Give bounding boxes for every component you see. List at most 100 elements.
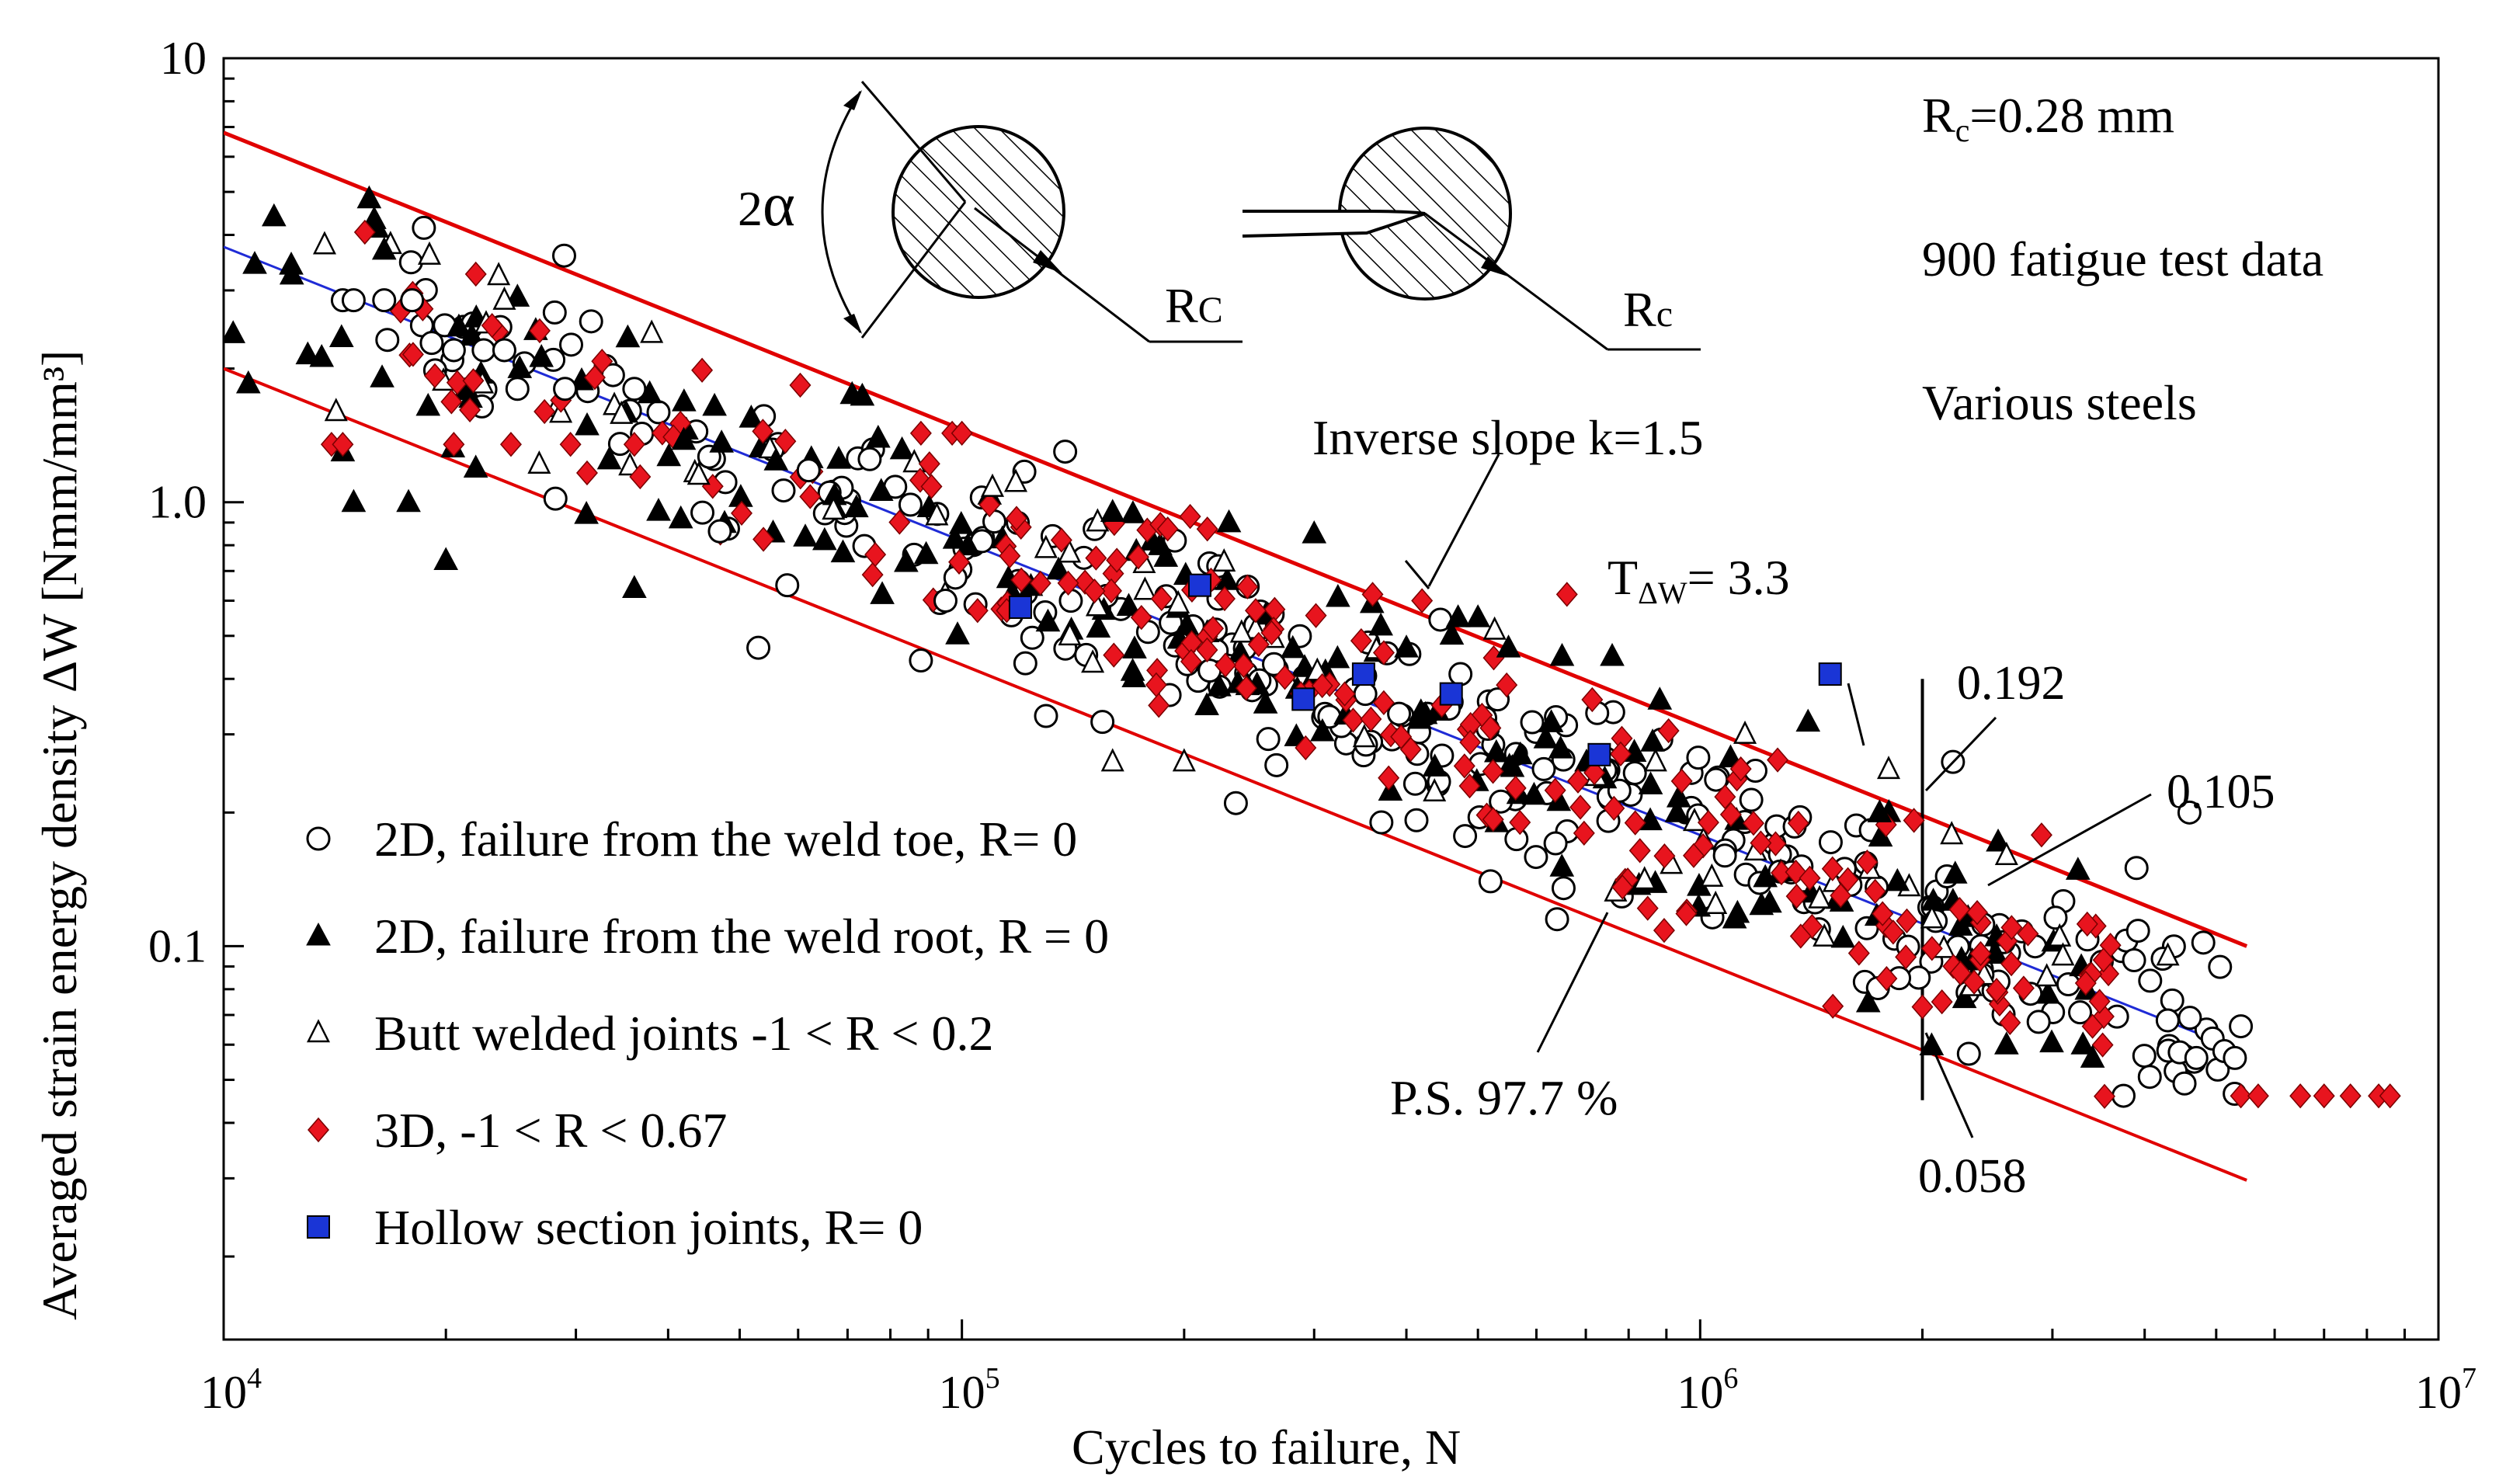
data-point — [398, 250, 423, 275]
data-point — [1729, 756, 1752, 782]
data-point — [1948, 912, 1973, 936]
data-point — [920, 474, 943, 499]
data-point — [1448, 662, 1473, 686]
data-point — [1628, 838, 1651, 864]
data-point — [1360, 706, 1382, 732]
data-point — [583, 365, 606, 391]
data-point — [1310, 718, 1335, 742]
data-point — [1496, 752, 1522, 776]
mean-value-leader — [1987, 793, 2152, 887]
data-point — [441, 338, 466, 363]
data-point — [2178, 1006, 2202, 1030]
data-point — [1670, 768, 1693, 794]
data-point — [1394, 634, 1419, 658]
arc-arrowhead-top — [843, 90, 862, 110]
data-point — [898, 492, 923, 517]
data-point — [1573, 820, 1595, 846]
data-point — [1640, 728, 1665, 752]
data-point — [1100, 748, 1124, 772]
data-point — [341, 488, 367, 513]
data-point — [261, 203, 287, 227]
data-point — [1145, 672, 1167, 697]
data-point — [1311, 672, 1333, 699]
data-point — [1212, 547, 1236, 572]
data-point — [1830, 883, 1852, 909]
data-point — [1081, 649, 1105, 673]
data-point — [1712, 843, 1737, 868]
y-tick-labels: 10 1.0 0.1 — [148, 33, 207, 971]
data-point — [1757, 889, 1782, 913]
data-point — [966, 598, 989, 624]
data-point — [1351, 662, 1375, 686]
y-axis-title: Averaged strain energy density ΔW [Nmm/m… — [32, 350, 87, 1320]
data-point — [731, 500, 752, 527]
data-point — [1445, 604, 1471, 627]
scatter-index-label: TΔW= 3.3 — [1607, 550, 1790, 610]
data-point — [481, 313, 503, 339]
data-point — [2076, 911, 2098, 937]
rc-arrow-toe — [1033, 250, 1062, 273]
data-point — [622, 377, 647, 401]
data-point — [618, 452, 642, 476]
data-point — [371, 236, 397, 260]
legend-marker — [307, 1215, 330, 1239]
data-point — [1187, 573, 1211, 597]
data-point — [1404, 808, 1429, 832]
data-point — [1994, 841, 2018, 865]
data-point — [1837, 867, 1859, 892]
data-point — [1213, 586, 1236, 612]
data-point — [2080, 1044, 2105, 1068]
data-point — [1196, 516, 1218, 542]
lower-band-value: 0.058 — [1918, 1150, 2027, 1203]
data-point — [1090, 710, 1115, 735]
data-point — [559, 432, 582, 457]
data-point — [1657, 718, 1680, 744]
data-point — [2048, 923, 2072, 947]
data-point — [543, 486, 568, 511]
data-point — [471, 338, 496, 363]
data-point — [1496, 672, 1518, 698]
data-point — [341, 288, 366, 313]
data-point — [575, 460, 598, 486]
data-point — [2137, 1065, 2162, 1090]
data-point — [1486, 687, 1510, 712]
legend: 2D, failure from the weld toe, R= 0 2D, f… — [306, 812, 1109, 1255]
data-point — [999, 543, 1021, 569]
slope-label: Inverse slope k=1.5 — [1312, 410, 1704, 465]
data-point — [1260, 620, 1283, 645]
data-point — [2230, 1083, 2252, 1109]
data-point — [1521, 781, 1547, 805]
data-point — [925, 502, 949, 526]
data-point — [843, 494, 869, 518]
data-point — [375, 328, 400, 353]
data-point — [1264, 752, 1289, 777]
data-point — [1531, 756, 1556, 781]
data-point — [623, 432, 645, 457]
data-point — [2000, 915, 2023, 940]
data-point — [1986, 828, 2011, 852]
x-tick-label: 107 — [2415, 1362, 2476, 1418]
data-point — [933, 589, 958, 613]
data-point — [1543, 831, 1568, 856]
data-point — [1682, 843, 1705, 868]
data-point — [2017, 921, 2039, 947]
data-point — [433, 547, 459, 570]
data-markers — [224, 185, 2401, 1109]
data-point — [1818, 830, 1843, 855]
data-point — [1956, 1041, 1981, 1066]
data-point — [1555, 582, 1578, 607]
data-point — [1524, 845, 1548, 870]
data-point — [1325, 645, 1350, 669]
data-point — [1587, 742, 1611, 766]
data-point — [948, 549, 971, 575]
data-point — [668, 505, 693, 529]
data-point — [771, 478, 796, 503]
data-point — [446, 370, 468, 395]
data-point — [978, 492, 1001, 518]
data-point — [2068, 1000, 2093, 1025]
data-point — [1236, 574, 1259, 600]
slope-leader — [1427, 454, 1500, 587]
data-point — [889, 436, 915, 460]
data-point — [1496, 634, 1521, 658]
data-point — [1361, 582, 1384, 607]
